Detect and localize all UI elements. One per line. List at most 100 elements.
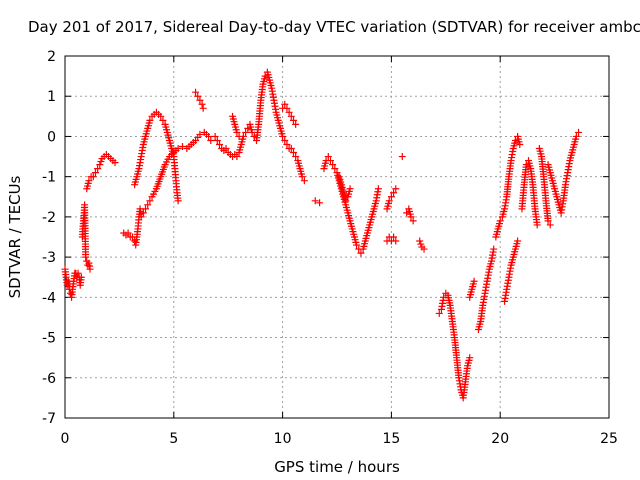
x-tick-label: 10: [274, 431, 292, 447]
data-point: [157, 112, 165, 120]
data-point: [544, 217, 552, 225]
data-point: [385, 197, 393, 205]
data-point: [281, 100, 289, 108]
data-point: [89, 173, 97, 181]
data-point: [331, 165, 339, 173]
data-point: [346, 185, 354, 193]
y-tick-label: 1: [47, 89, 56, 105]
data-point: [289, 116, 297, 124]
data-point: [353, 241, 361, 249]
data-point: [283, 104, 291, 112]
data-point: [329, 161, 337, 169]
data-point: [233, 128, 241, 136]
data-point: [174, 197, 182, 205]
data-point: [213, 136, 221, 144]
data-point: [342, 197, 350, 205]
data-point: [470, 277, 478, 285]
data-point: [137, 213, 145, 221]
data-points: [61, 68, 583, 402]
data-point: [85, 177, 93, 185]
y-axis-label: SDTVAR / TECUs: [6, 175, 24, 298]
y-tick-label: -6: [42, 371, 56, 387]
data-point: [546, 221, 554, 229]
data-point: [390, 189, 398, 197]
y-tick-label: -5: [42, 331, 56, 347]
data-point: [179, 143, 187, 150]
data-point: [207, 136, 215, 144]
data-point: [300, 177, 308, 185]
data-point: [292, 153, 300, 161]
data-point: [139, 209, 147, 217]
y-tick-label: -4: [42, 290, 56, 306]
data-point: [124, 229, 132, 237]
y-tick-label: -1: [42, 170, 56, 186]
data-point: [289, 149, 297, 157]
data-point: [142, 205, 150, 213]
data-point: [233, 153, 241, 161]
data-point: [392, 237, 400, 245]
data-point: [298, 173, 306, 181]
data-point: [205, 132, 213, 140]
data-point: [326, 157, 334, 165]
data-point: [281, 136, 289, 144]
data-point: [82, 253, 90, 261]
data-point: [159, 116, 167, 124]
data-point: [316, 199, 324, 207]
data-point: [409, 217, 417, 225]
data-point: [199, 104, 207, 112]
data-point: [311, 197, 319, 205]
y-tick-label: -7: [42, 411, 56, 427]
data-point: [196, 96, 204, 104]
data-point: [211, 132, 219, 140]
data-point: [74, 269, 82, 277]
data-point: [420, 245, 428, 253]
data-point: [111, 159, 119, 167]
data-point: [146, 116, 154, 124]
data-point: [215, 140, 223, 148]
x-tick-label: 0: [61, 431, 70, 447]
x-axis-label: GPS time / hours: [274, 458, 400, 476]
x-tick-label: 5: [169, 431, 178, 447]
axis-ticks: 0 5 10 15 20 25 -7 -6 -5 -4 -3 -2 -1 0 1 2: [42, 49, 618, 447]
data-point: [91, 169, 99, 177]
data-point: [287, 112, 295, 120]
data-point: [174, 145, 182, 153]
data-point: [242, 128, 250, 136]
data-point: [392, 185, 400, 193]
data-point: [374, 185, 382, 193]
data-point: [387, 193, 395, 201]
data-point: [490, 245, 498, 253]
y-tick-label: 2: [47, 49, 56, 65]
data-point: [279, 132, 287, 140]
data-point: [192, 88, 200, 96]
data-point: [533, 221, 541, 229]
data-point: [398, 153, 406, 161]
data-point: [96, 161, 104, 169]
data-point: [146, 197, 154, 205]
data-point: [466, 354, 474, 362]
data-point: [407, 213, 415, 221]
data-point: [198, 100, 206, 108]
x-tick-label: 15: [382, 431, 400, 447]
data-point: [514, 237, 522, 245]
y-tick-label: -2: [42, 210, 56, 226]
data-point: [222, 145, 230, 153]
data-point: [235, 132, 243, 140]
data-point: [77, 273, 85, 281]
data-point: [496, 217, 504, 225]
data-point: [287, 145, 295, 153]
data-point: [194, 92, 202, 100]
data-point: [516, 140, 524, 148]
data-point: [94, 165, 102, 173]
data-point: [292, 120, 300, 128]
data-point: [435, 309, 443, 317]
data-point: [572, 132, 580, 140]
data-point: [97, 158, 105, 166]
data-point: [144, 201, 152, 209]
y-tick-label: 0: [47, 129, 56, 145]
data-point: [324, 153, 332, 161]
data-point: [417, 240, 425, 248]
data-point: [390, 233, 398, 241]
plot-frame: [64, 55, 610, 419]
